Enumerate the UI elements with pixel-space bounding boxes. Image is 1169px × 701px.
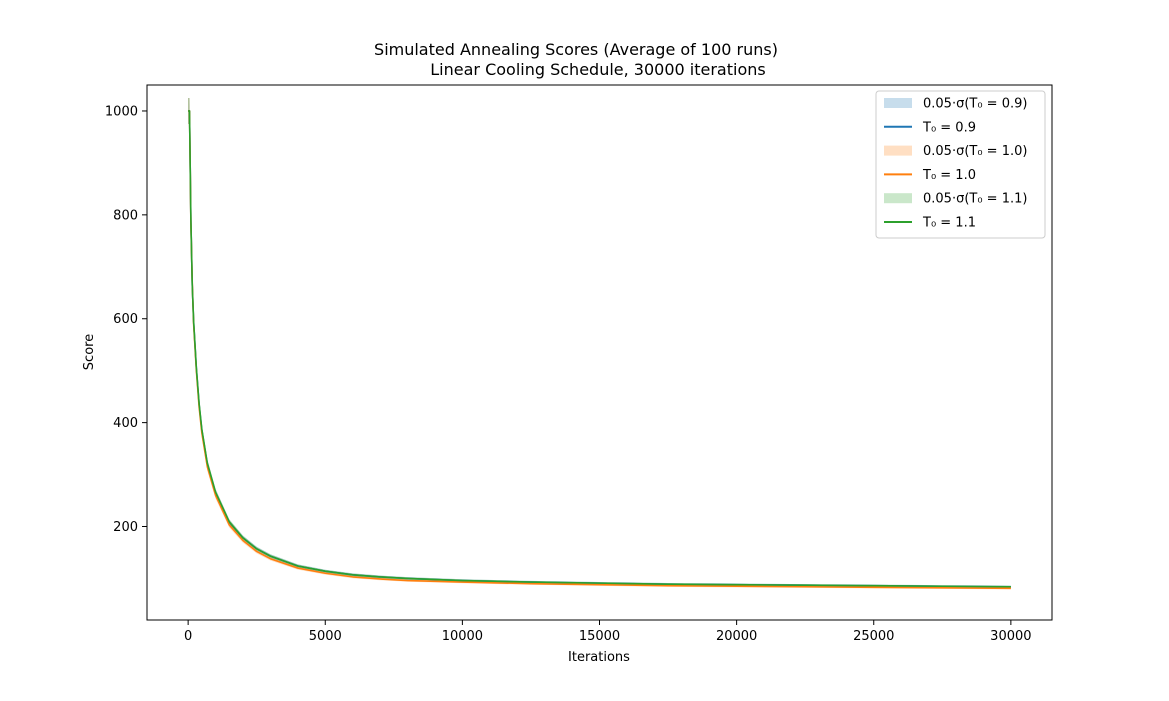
- y-tick-label: 1000: [105, 104, 138, 119]
- legend-band-swatch: [884, 145, 912, 156]
- x-tick-label: 15000: [579, 629, 620, 644]
- legend-entry-label: 0.05·σ(T₀ = 1.0): [923, 144, 1027, 159]
- legend-entry-label: T₀ = 1.1: [922, 216, 976, 231]
- y-tick-label: 600: [113, 312, 138, 327]
- legend-band-swatch: [884, 193, 912, 204]
- y-tick-label: 800: [113, 208, 138, 223]
- x-tick-label: 30000: [990, 629, 1031, 644]
- x-axis: 0 5000 10000 15000 20000 25000 30000: [184, 620, 1032, 644]
- x-axis-label: Iterations: [568, 650, 630, 665]
- legend-items: 0.05·σ(T₀ = 0.9) T₀ = 0.9 0.05·σ(T₀ = 1.0)…: [884, 97, 1027, 231]
- legend-entry-label: T₀ = 0.9: [922, 120, 976, 135]
- legend-entry-label: T₀ = 1.0: [922, 168, 976, 183]
- legend: 0.05·σ(T₀ = 0.9) T₀ = 0.9 0.05·σ(T₀ = 1.0)…: [875, 90, 1046, 239]
- y-tick-label: 200: [113, 520, 138, 535]
- series-line-3: [188, 110, 1011, 588]
- y-axis-label: Score: [82, 334, 97, 370]
- legend-entry-label: 0.05·σ(T₀ = 0.9): [923, 97, 1027, 112]
- x-tick-label: 20000: [716, 629, 757, 644]
- chart-title: Simulated Annealing Scores (Average of 1…: [374, 40, 778, 59]
- x-tick-label: 0: [184, 629, 192, 644]
- series-layer: [188, 97, 1011, 590]
- x-tick-label: 5000: [309, 629, 342, 644]
- plot-area: [146, 84, 1053, 621]
- x-tick-label: 25000: [853, 629, 894, 644]
- legend-box: [875, 90, 1046, 239]
- legend-band-swatch: [884, 98, 912, 108]
- x-tick-label: 10000: [442, 629, 483, 644]
- legend-entry-label: 0.05·σ(T₀ = 1.1): [923, 192, 1027, 207]
- y-tick-label: 400: [113, 416, 138, 431]
- chart-subtitle: Linear Cooling Schedule, 30000 iteration…: [430, 60, 765, 79]
- y-axis: 200 400 600 800 1000: [105, 104, 147, 535]
